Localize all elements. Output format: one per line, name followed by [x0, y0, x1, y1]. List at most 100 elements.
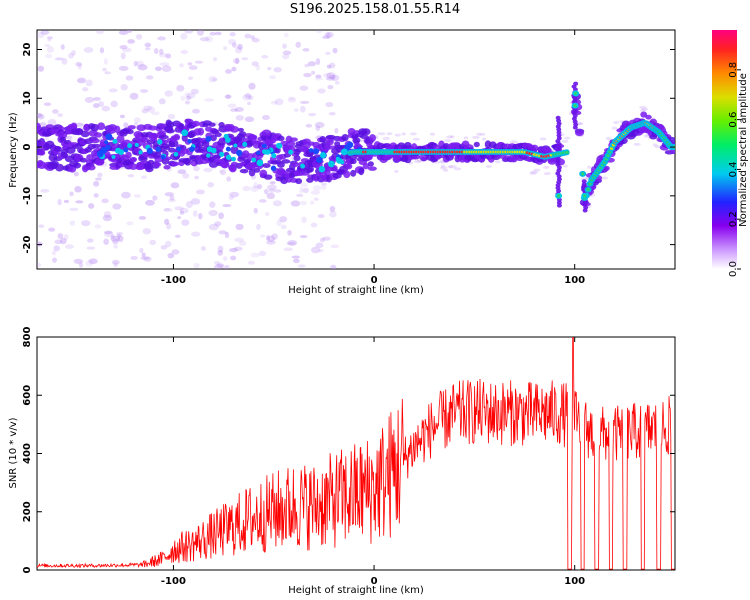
- spectrogram-band-mark: [341, 133, 349, 142]
- spectrogram-noise-mark: [139, 89, 149, 93]
- spectrogram-noise-mark: [587, 165, 592, 169]
- spectrogram-noise-mark: [180, 32, 188, 40]
- spectrogram-peak-mark: [328, 160, 335, 168]
- spectrogram-noise-mark: [652, 143, 658, 147]
- spectrogram-noise-mark: [315, 74, 322, 79]
- spectrogram-band-mark: [306, 177, 314, 183]
- spectrogram-noise-mark: [440, 166, 448, 170]
- spectrogram-band-mark: [168, 147, 176, 153]
- spectrogram-noise-mark: [229, 32, 236, 37]
- spectrogram-noise-mark: [104, 71, 111, 75]
- colorbar: 0.0 0.2 0.4 0.6 0.8 Normalized spectral ampl…: [712, 30, 749, 277]
- spectrogram-noise-mark: [208, 223, 219, 231]
- spectrogram-noise-mark: [93, 180, 100, 187]
- spectrogram-band-mark: [582, 208, 588, 213]
- spectrogram-band-mark: [368, 166, 377, 171]
- spectrogram-noise-mark: [429, 132, 435, 136]
- spectrogram-noise-mark: [641, 107, 649, 111]
- spectrogram-band-mark: [210, 134, 217, 142]
- spectrogram-noise-mark: [154, 66, 162, 72]
- spectrogram-noise-mark: [177, 169, 187, 175]
- spectrogram-noise-mark: [244, 33, 251, 39]
- spectrogram-noise-mark: [255, 64, 261, 71]
- spectrogram-noise-mark: [259, 234, 266, 238]
- spectrogram-peak-mark: [225, 146, 231, 152]
- spectrogram-noise-mark: [47, 118, 57, 126]
- spectrogram-noise-mark: [190, 231, 201, 237]
- spectrogram-band-mark: [670, 148, 675, 155]
- spectrogram-band-mark: [305, 165, 315, 173]
- spectrogram-noise-mark: [149, 239, 157, 246]
- spectrogram-noise-mark: [222, 203, 232, 208]
- spectrogram-noise-mark: [65, 135, 73, 140]
- spectrogram-noise-mark: [97, 172, 103, 178]
- spectrogram-band-mark: [289, 137, 298, 142]
- spectrogram-noise-mark: [301, 216, 307, 224]
- spectrogram-band-mark: [319, 136, 327, 143]
- spectrogram-noise-mark: [446, 135, 453, 139]
- spectrogram-band-mark: [581, 179, 587, 184]
- spectrogram-noise-mark: [224, 264, 230, 269]
- spectrogram-noise-mark: [543, 172, 551, 176]
- spectrogram-noise-mark: [103, 211, 112, 218]
- spectrogram-noise-mark: [639, 105, 647, 109]
- spectrogram-noise-mark: [142, 228, 152, 235]
- spectrogram-peak-mark: [205, 136, 212, 142]
- spectrogram-noise-mark: [250, 252, 260, 258]
- spectrogram-noise-mark: [311, 70, 316, 75]
- spectrogram-band-mark: [555, 159, 561, 164]
- spectrogram-noise-mark: [152, 195, 158, 201]
- spectrogram-noise-mark: [44, 43, 51, 48]
- spectrogram-noise-mark: [94, 224, 102, 229]
- spectrogram-noise-mark: [200, 246, 207, 251]
- spectrogram-noise-mark: [564, 136, 571, 140]
- spectrogram-noise-mark: [270, 100, 278, 105]
- spectrogram-noise-mark: [242, 185, 251, 192]
- spectrogram-noise-mark: [244, 93, 252, 99]
- spectrogram-noise-mark: [267, 67, 272, 71]
- spectrogram-noise-mark: [239, 240, 247, 246]
- spectrogram-noise-mark: [231, 42, 237, 48]
- spectrogram-band-mark: [165, 128, 175, 134]
- spectrogram-noise-mark: [54, 239, 63, 245]
- spectrogram-noise-mark: [299, 85, 309, 91]
- spectrogram-noise-mark: [251, 37, 260, 43]
- spectrogram-noise-mark: [267, 184, 277, 191]
- spectrogram-noise-mark: [84, 96, 95, 103]
- spectrogram-noise-mark: [331, 74, 340, 82]
- spectrogram-noise-mark: [248, 260, 255, 265]
- spectrogram-noise-mark: [103, 230, 113, 235]
- spectrogram-band-mark: [89, 138, 100, 144]
- spectrogram-band-mark: [126, 129, 134, 135]
- spectrogram-noise-mark: [241, 57, 249, 61]
- spectrogram-noise-mark: [37, 113, 45, 120]
- spectrogram-noise-mark: [580, 177, 589, 181]
- spectrogram-noise-mark: [329, 62, 336, 69]
- spectrogram-band-mark: [70, 122, 78, 131]
- snr-x-tick-label: -100: [161, 576, 186, 587]
- spectrogram-noise-mark: [199, 37, 210, 42]
- spectrogram-noise-mark: [327, 84, 334, 90]
- snr-panel: -100 0 100 0 200 400 600 800 Height of straigh…: [8, 327, 676, 596]
- spectrogram-band-mark: [350, 169, 357, 177]
- spectrogram-noise-mark: [293, 258, 300, 264]
- spectrogram-noise-mark: [167, 113, 176, 120]
- spectrogram-noise-mark: [208, 209, 218, 217]
- spectrogram-noise-mark: [185, 95, 192, 100]
- spectrogram-x-tick-label: 0: [371, 275, 378, 286]
- spectrogram-noise-mark: [227, 103, 237, 108]
- spectrogram-peak-mark: [96, 150, 104, 158]
- spectrogram-noise-mark: [141, 108, 149, 114]
- spectrogram-noise-mark: [219, 169, 227, 176]
- spectrogram-peak-mark: [173, 151, 179, 157]
- spectrogram-noise-mark: [562, 164, 568, 168]
- spectrogram-band-mark: [556, 200, 562, 205]
- spectrogram-band-mark: [97, 122, 106, 131]
- spectrogram-noise-mark: [75, 62, 82, 67]
- spectrogram-noise-mark: [302, 187, 309, 194]
- spectrogram-band-mark: [163, 145, 171, 150]
- spectrogram-noise-mark: [47, 37, 52, 42]
- spectrogram-noise-mark: [69, 220, 76, 226]
- spectrogram-noise-mark: [279, 216, 288, 223]
